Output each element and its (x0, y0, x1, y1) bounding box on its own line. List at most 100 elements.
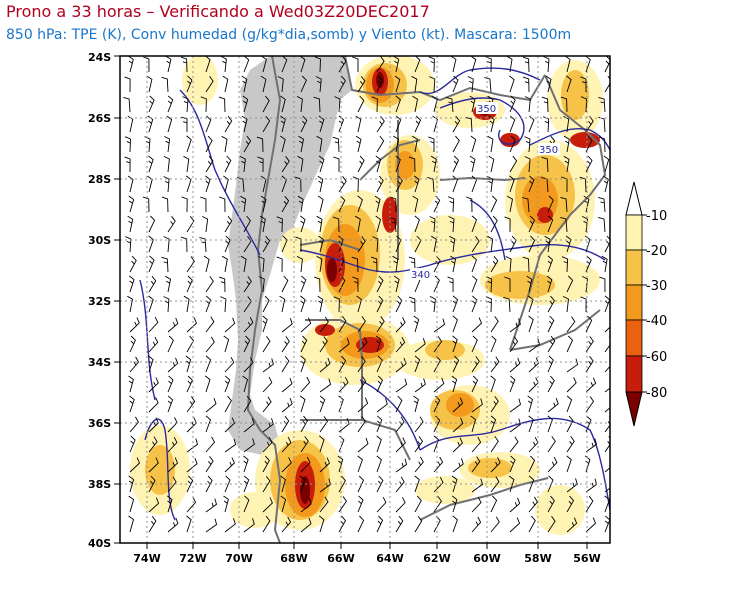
wind-barb (124, 156, 131, 173)
wind-barb (395, 295, 403, 313)
wind-barb (566, 495, 575, 513)
wind-barb (604, 75, 610, 93)
wind-barb (127, 115, 134, 133)
wind-barb (566, 436, 575, 453)
wind-barb (129, 335, 136, 353)
wind-barb (580, 76, 587, 92)
wind-barb (471, 275, 478, 293)
wind-barb (300, 517, 312, 533)
wind-barb (205, 276, 214, 293)
latitude-labels: 24S 26S 28S 30S 32S 34S 36S 38S 40S (88, 51, 111, 550)
wind-barb (471, 496, 482, 513)
wind-barb (299, 475, 306, 493)
wind-barb (352, 276, 359, 293)
lat-label: 36S (88, 417, 111, 430)
wind-barb (547, 295, 555, 313)
wind-barb (604, 487, 610, 493)
wind-barb (183, 155, 190, 173)
wind-barb (395, 378, 408, 393)
wind-barb (260, 195, 267, 213)
wind-barb (146, 75, 153, 93)
wind-barb (186, 475, 194, 493)
wind-barb (433, 336, 443, 353)
wind-barb (224, 215, 233, 233)
wind-barb (148, 295, 154, 313)
wind-barb (163, 236, 170, 253)
wind-barb (528, 496, 538, 513)
wind-barb (357, 155, 365, 173)
wind-barb (376, 398, 388, 413)
wind-barb (585, 438, 598, 453)
wind-barb (299, 56, 306, 73)
wind-barb (471, 516, 482, 533)
graticule (120, 56, 610, 543)
wind-barb (224, 395, 232, 413)
wind-barb (257, 156, 264, 173)
wind-barb (429, 216, 436, 233)
wind-barb (262, 497, 273, 513)
wind-barb (563, 135, 570, 153)
wind-barb (338, 316, 347, 333)
wind-barb (490, 195, 498, 213)
wind-barb (332, 136, 340, 153)
wind-barb (598, 136, 606, 153)
wind-barb (318, 515, 325, 533)
wind-barb (452, 155, 460, 173)
wind-barb (128, 56, 134, 73)
wind-barb (414, 215, 420, 233)
wind-barb (167, 436, 178, 453)
lon-label: 64W (376, 552, 403, 565)
wind-barb (281, 275, 289, 293)
wind-barb (319, 316, 329, 333)
wind-barb (262, 396, 272, 413)
wind-barb (528, 515, 536, 533)
wind-barb (446, 97, 454, 113)
wind-barb (281, 318, 293, 333)
colorbar-label: -40 (646, 314, 667, 329)
wind-barb (544, 235, 551, 253)
wind-barb (390, 196, 397, 213)
wind-barb (547, 436, 556, 453)
wind-barb (281, 436, 292, 453)
elevation-mask (228, 56, 352, 455)
wind-barb (241, 115, 248, 133)
lon-label: 62W (423, 552, 450, 565)
wind-barb (509, 455, 516, 473)
wind-barb (332, 216, 340, 233)
wind-barb (338, 56, 347, 73)
wind-barb (543, 56, 550, 73)
wind-barb (566, 415, 574, 433)
wind-barb (431, 95, 438, 113)
wind-barb (376, 135, 385, 153)
wind-barb (393, 56, 400, 73)
wind-barb (127, 175, 134, 193)
wind-barb (129, 317, 140, 333)
wind-barb (300, 335, 308, 353)
wind-barb (490, 476, 500, 493)
wind-barb (243, 495, 250, 513)
wind-barb (451, 495, 458, 513)
wind-barb (186, 396, 196, 413)
wind-barb (129, 416, 139, 433)
map-subtitle: 850 hPa: TPE (K), Conv humedad (g/kg*dia… (6, 27, 572, 43)
wind-barb (185, 355, 192, 373)
wind-barb (223, 335, 230, 353)
wind-barb (128, 495, 135, 513)
map-title: Prono a 33 horas – Verificando a Wed03Z2… (6, 2, 430, 21)
wind-barb (221, 135, 228, 153)
wind-barb (357, 376, 367, 393)
wind-barb (199, 236, 207, 253)
lon-label: 60W (473, 552, 500, 565)
wind-barb (487, 235, 494, 253)
wind-barb (546, 275, 553, 293)
wind-barb (452, 75, 459, 93)
wind-barb (490, 335, 497, 353)
wind-barb (414, 436, 424, 453)
wind-barb (471, 317, 483, 333)
wind-barb (357, 515, 365, 533)
wind-barb (412, 195, 419, 213)
wind-barb (220, 56, 227, 73)
wind-barb (124, 76, 131, 93)
wind-barb (509, 398, 522, 413)
